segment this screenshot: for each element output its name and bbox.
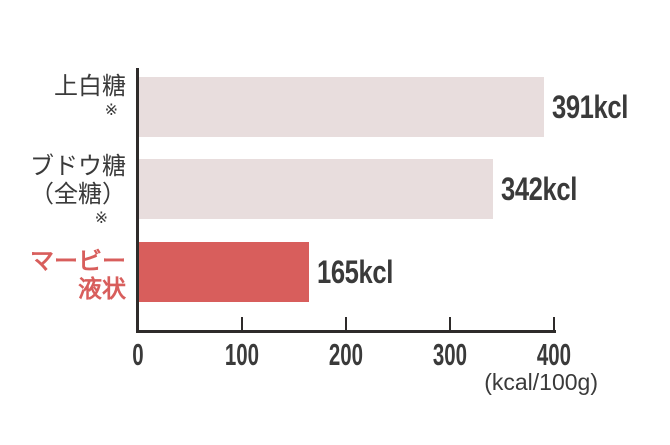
bar-row-1 [139, 159, 493, 219]
footnote-mark: ※ [94, 210, 108, 227]
bar-row-0 [139, 77, 544, 137]
x-axis-tick-label: 100 [224, 337, 259, 372]
x-axis-tick-label: 400 [536, 337, 571, 372]
category-label: マービー 液状 [30, 248, 126, 304]
value-label: 165kcl [317, 242, 412, 302]
x-axis-line [136, 330, 556, 333]
category-label-line: （全糖） [30, 181, 126, 208]
y-axis-line [136, 68, 139, 333]
category-label-line: ブドウ糖 [30, 153, 126, 180]
x-axis-tick [552, 317, 555, 330]
value-label: 391kcl [552, 77, 647, 137]
value-text: 342kcl [501, 170, 577, 207]
value-text: 165kcl [317, 253, 393, 290]
bar-marvie [139, 242, 309, 302]
category-label: ブドウ糖 （全糖） ※ [30, 153, 126, 228]
category-label-line: 液状 [78, 276, 126, 303]
category-label-line: 上白糖 [54, 73, 126, 100]
x-axis-tick-label: 300 [432, 337, 467, 372]
value-label: 342kcl [501, 159, 596, 219]
x-axis-tick [240, 317, 243, 330]
axis-unit-label: (kcal/100g) [484, 369, 598, 395]
x-axis-tick [344, 317, 347, 330]
value-text: 391kcl [552, 88, 628, 125]
category-label-line: マービー [30, 248, 126, 275]
category-label: 上白糖 ※ [54, 73, 126, 120]
x-axis-tick-label: 200 [328, 337, 363, 372]
x-axis-tick-label: 0 [131, 337, 144, 372]
x-axis-tick [448, 317, 451, 330]
footnote-mark: ※ [104, 102, 118, 119]
